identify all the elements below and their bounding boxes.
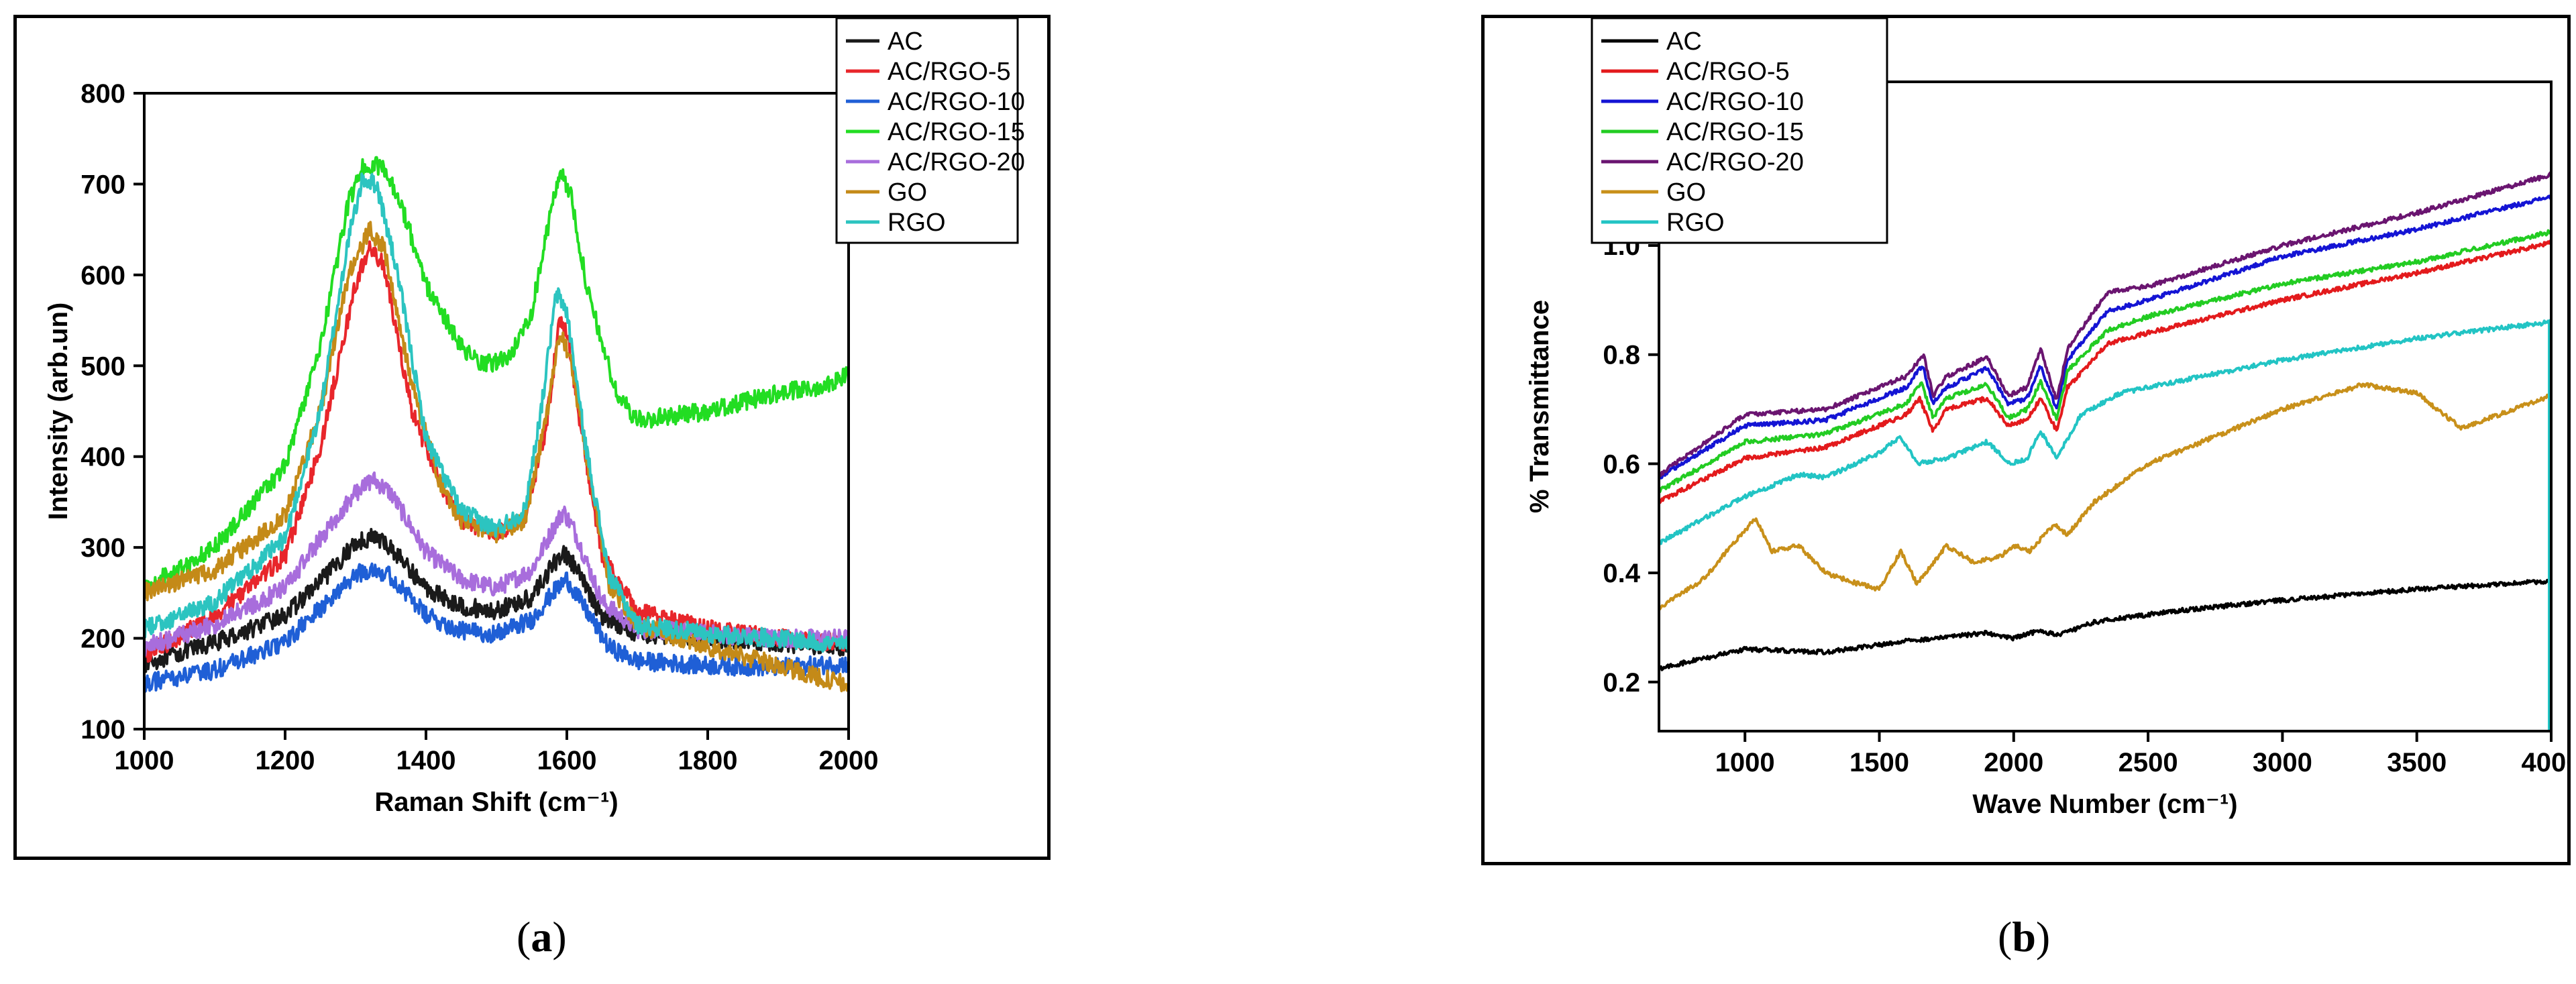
caption-b-letter: b: [2012, 913, 2036, 961]
series-line-rgo: [1658, 319, 2553, 545]
x-tick-label: 1000: [115, 746, 174, 775]
x-tick-label: 2000: [1984, 748, 2043, 777]
series-line-go: [143, 221, 850, 693]
x-tick-label: 3500: [2387, 748, 2447, 777]
y-tick-label: 100: [80, 715, 125, 745]
x-tick-label: 1600: [537, 746, 597, 775]
legend-label: GO: [1666, 178, 1706, 207]
legend-label: AC/RGO-20: [1666, 148, 1804, 176]
series-line-rgo: [143, 172, 850, 655]
y-tick-label: 800: [80, 79, 125, 109]
y-tick-label: 0.8: [1603, 341, 1640, 370]
y-tick-label: 600: [80, 261, 125, 290]
y-tick-label: 0.6: [1603, 449, 1640, 479]
legend: ACAC/RGO-5AC/RGO-10AC/RGO-15AC/RGO-20GOR…: [1591, 17, 1888, 244]
y-tick-label: 0.2: [1603, 668, 1640, 698]
y-tick-label: 200: [80, 624, 125, 654]
legend-label: AC/RGO-15: [888, 118, 1025, 146]
x-axis-label: Raman Shift (cm⁻¹): [374, 787, 618, 817]
plot-frame: [143, 92, 850, 730]
series-line-ac-rgo-10: [1658, 194, 2553, 480]
y-tick-label: 700: [80, 170, 125, 199]
legend-label: AC: [1666, 28, 1702, 56]
x-tick-label: 1000: [1715, 748, 1775, 777]
caption-a-close: ): [552, 913, 567, 961]
series-line-ac-rgo-5: [1658, 239, 2552, 504]
y-tick-label: 400: [80, 443, 125, 472]
series-line-ac-rgo-20: [1658, 171, 2553, 477]
series-line-ac-rgo-10: [143, 562, 850, 694]
caption-a-open: (: [517, 913, 531, 961]
x-tick-label: 2000: [819, 746, 879, 775]
series-group: [143, 156, 850, 694]
legend-label: AC/RGO-10: [1666, 88, 1804, 116]
series-line-ac-rgo-15: [1658, 229, 2552, 494]
x-tick-label: 3000: [2253, 748, 2312, 777]
legend-label: AC/RGO-10: [888, 88, 1025, 116]
series-line-ac-rgo-15: [143, 156, 850, 592]
caption-b-open: (: [1998, 913, 2012, 961]
x-tick-label: 1500: [1849, 748, 1909, 777]
y-axis-label: Intensity (arb.un): [44, 303, 73, 520]
legend-label: RGO: [888, 209, 946, 237]
y-tick-label: 300: [80, 533, 125, 563]
legend-label: GO: [888, 178, 927, 207]
y-axis-label: % Transmittance: [1525, 300, 1554, 513]
series-line-ac-rgo-5: [143, 240, 850, 663]
caption-a-letter: a: [531, 913, 553, 961]
series-line-ac-rgo-20: [143, 471, 849, 657]
legend-label: AC/RGO-20: [888, 148, 1025, 176]
caption-b-close: ): [2035, 913, 2051, 961]
series-group: [1658, 171, 2553, 671]
y-tick-label: 500: [80, 351, 125, 381]
x-tick-label: 1400: [396, 746, 456, 775]
x-tick-label: 1800: [678, 746, 738, 775]
x-tick-label: 2500: [2118, 748, 2178, 777]
series-line-ac: [1658, 578, 2553, 671]
plot-frame: [1658, 80, 2553, 732]
legend-label: AC: [888, 28, 923, 56]
caption-b: (b): [1998, 912, 2050, 962]
panel-a-frame: 1000 1200 1400 1600 1800 2000 100 200 300 400 500 6…: [13, 15, 1051, 860]
legend-label: AC/RGO-5: [888, 58, 1011, 86]
x-tick-label: 1200: [256, 746, 315, 775]
legend: ACAC/RGO-5AC/RGO-10AC/RGO-15AC/RGO-20GOR…: [835, 17, 1025, 244]
series-line-go: [1658, 382, 2553, 610]
x-axis-label: Wave Number (cm⁻¹): [1972, 789, 2237, 819]
raman-chart: 1000 1200 1400 1600 1800 2000 100 200 300 400 500 6…: [44, 17, 1025, 817]
legend-label: AC/RGO-5: [1666, 58, 1790, 86]
y-tick-label: 0.4: [1603, 559, 1640, 588]
legend-label: RGO: [1666, 209, 1725, 237]
caption-a: (a): [517, 912, 567, 962]
legend-label: AC/RGO-15: [1666, 118, 1804, 146]
